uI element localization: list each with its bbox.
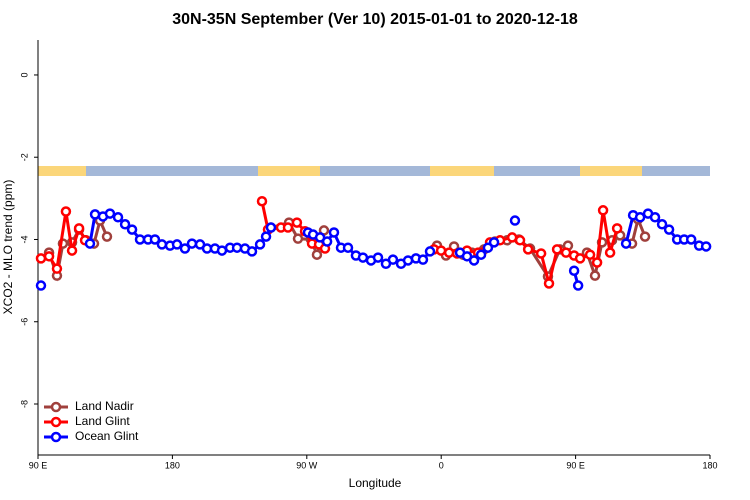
y-tick-label: -8 xyxy=(19,400,29,408)
x-tick-label: 90 E xyxy=(29,460,48,470)
point xyxy=(156,239,168,250)
point xyxy=(60,206,72,217)
point xyxy=(186,238,198,249)
point xyxy=(291,217,303,228)
point xyxy=(535,248,547,259)
point xyxy=(311,249,323,260)
point xyxy=(649,212,661,223)
point xyxy=(149,234,161,245)
point xyxy=(435,245,447,256)
point xyxy=(372,252,384,263)
point xyxy=(488,237,500,248)
legend-marker xyxy=(50,416,62,428)
y-tick-label: -6 xyxy=(19,318,29,326)
point xyxy=(282,222,294,233)
point xyxy=(35,253,47,264)
point xyxy=(104,208,116,219)
y-tick-label: -4 xyxy=(19,235,29,243)
point xyxy=(260,231,272,242)
point xyxy=(179,243,191,254)
point xyxy=(522,244,534,255)
point xyxy=(589,270,601,281)
point xyxy=(656,219,668,230)
point xyxy=(84,238,96,249)
legend-label: Ocean Glint xyxy=(75,429,139,443)
point xyxy=(292,233,304,244)
point xyxy=(256,195,268,207)
point xyxy=(611,223,623,234)
x-tick-label: 180 xyxy=(165,460,180,470)
point xyxy=(591,257,603,268)
point xyxy=(604,247,616,258)
legend-label: Land Nadir xyxy=(75,399,134,413)
x-axis-label: Longitude xyxy=(349,476,402,490)
point xyxy=(634,212,646,223)
point xyxy=(514,235,526,246)
point xyxy=(482,242,494,253)
y-tick-label: 0 xyxy=(19,72,29,77)
point xyxy=(357,252,369,263)
point xyxy=(468,255,480,266)
y-tick-label: -2 xyxy=(19,153,29,161)
point xyxy=(551,244,563,255)
x-tick-label: 90 E xyxy=(566,460,585,470)
point xyxy=(568,265,580,276)
point xyxy=(342,242,354,253)
point xyxy=(417,254,429,265)
point xyxy=(597,205,609,216)
point xyxy=(171,239,183,250)
point xyxy=(424,246,436,257)
legend-label: Land Glint xyxy=(75,414,130,428)
point xyxy=(112,212,124,223)
point xyxy=(126,224,138,235)
legend-marker xyxy=(50,401,62,413)
point xyxy=(387,254,399,265)
point xyxy=(265,222,277,233)
point xyxy=(321,236,333,247)
point xyxy=(700,241,712,252)
point xyxy=(73,223,85,234)
point xyxy=(51,263,63,274)
point xyxy=(254,239,266,250)
point xyxy=(101,231,113,242)
point xyxy=(572,280,584,291)
point xyxy=(43,251,55,262)
x-tick-label: 90 W xyxy=(296,460,318,470)
land-sea-strip xyxy=(38,166,710,176)
point xyxy=(560,247,572,258)
point xyxy=(543,278,555,289)
point xyxy=(509,215,521,226)
point xyxy=(574,253,586,264)
point xyxy=(475,249,487,260)
point xyxy=(584,249,596,260)
point xyxy=(35,280,47,291)
legend-marker xyxy=(50,431,62,443)
point xyxy=(66,245,78,256)
point xyxy=(246,246,258,257)
point xyxy=(328,227,340,238)
x-tick-label: 0 xyxy=(439,460,444,470)
point xyxy=(639,231,651,242)
point xyxy=(119,219,131,230)
point xyxy=(216,245,228,256)
point xyxy=(685,234,697,245)
x-tick-label: 180 xyxy=(702,460,717,470)
chart-title: 30N-35N September (Ver 10) 2015-01-01 to… xyxy=(172,11,578,28)
point xyxy=(620,238,632,249)
point xyxy=(134,234,146,245)
y-axis-label: XCO2 - MLO trend (ppm) xyxy=(1,180,15,315)
point xyxy=(663,224,675,235)
